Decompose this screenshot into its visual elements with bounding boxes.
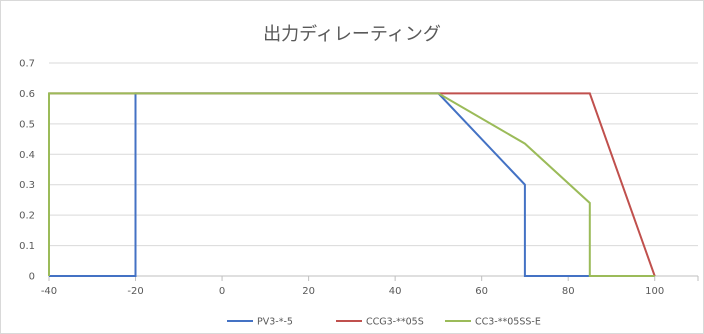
x-tick-label: 0 (219, 286, 225, 297)
y-tick-label: 0.6 (19, 89, 35, 100)
x-tick-label: 60 (475, 286, 488, 297)
y-tick-label: 0.7 (19, 59, 35, 70)
legend-label: CC3-**05SS-E (475, 317, 541, 328)
axes: 0 0.1 0.2 0.3 0.4 0.5 0.6 0.7 -40 -20 0 20 40 60 80 100 (19, 59, 699, 297)
legend-label: CCG3-**05S (366, 317, 424, 328)
y-tick-label: 0.1 (19, 241, 35, 252)
x-tick-label: 40 (389, 286, 402, 297)
legend: PV3-*-5 CCG3-**05S CC3-**05SS-E (227, 317, 541, 328)
y-tick-label: 0.3 (19, 180, 35, 191)
x-tick-label: -40 (41, 286, 57, 297)
x-tick-label: 80 (562, 286, 575, 297)
series-line-3 (48, 92, 655, 277)
grid-lines (49, 62, 698, 277)
y-tick-label: 0.4 (19, 150, 35, 161)
x-tick-label: 20 (302, 286, 315, 297)
y-tick-label: 0 (29, 272, 35, 283)
series-lines (48, 92, 656, 277)
chart-title: 出力ディレーティング (263, 24, 441, 45)
legend-label: PV3-*-5 (257, 317, 293, 328)
x-tick-label: 100 (645, 286, 664, 297)
y-tick-label: 0.5 (19, 119, 35, 130)
y-tick-label: 0.2 (19, 211, 35, 222)
x-tick-label: -20 (127, 286, 143, 297)
